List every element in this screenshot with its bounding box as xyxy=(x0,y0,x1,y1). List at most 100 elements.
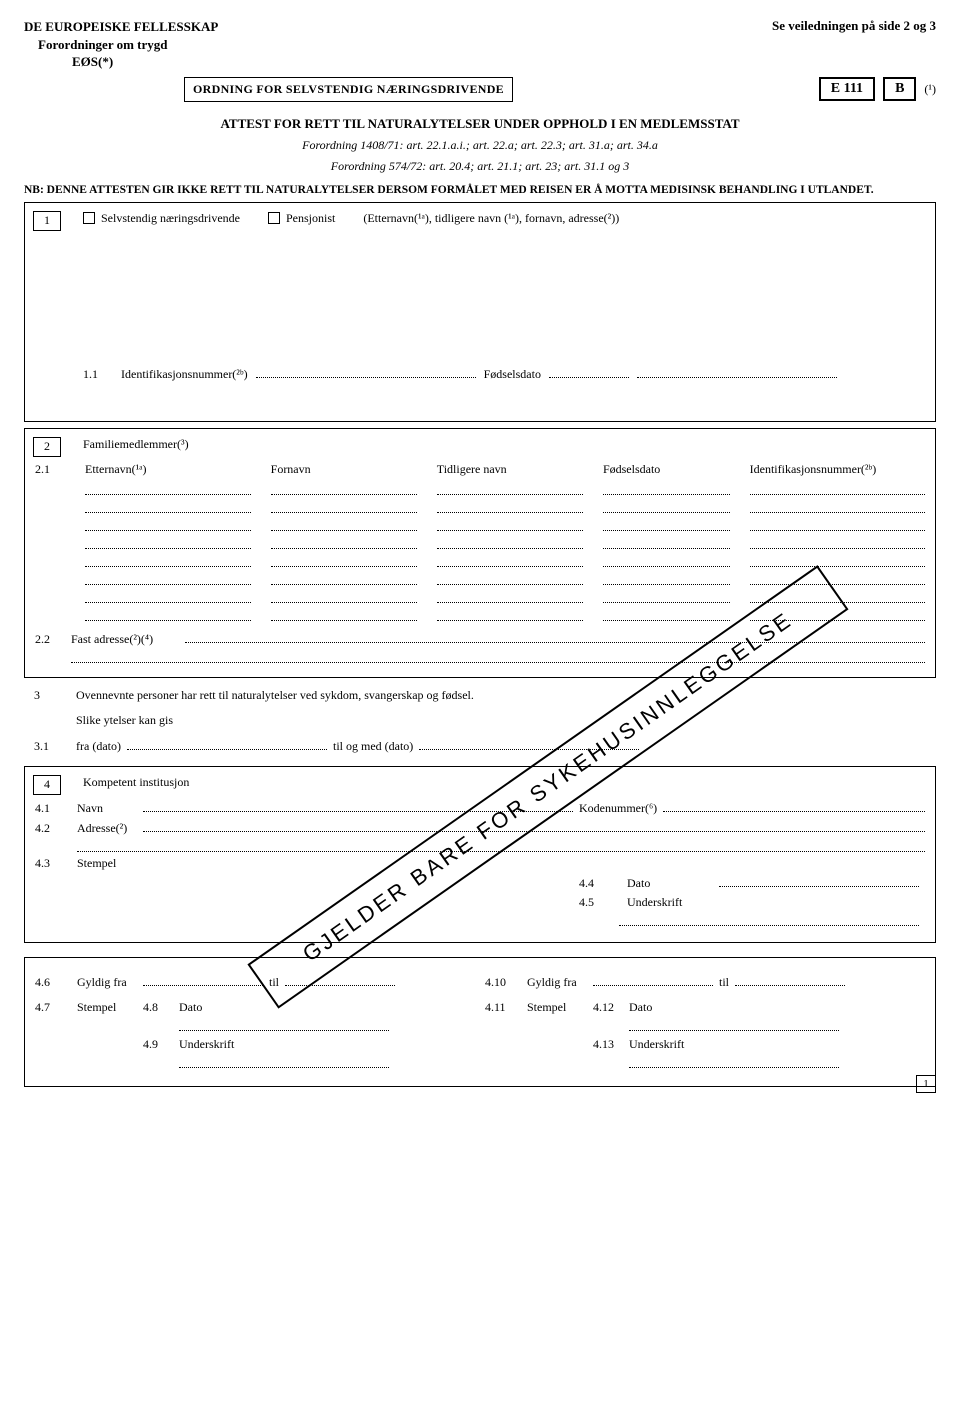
col-fornavn: Fornavn xyxy=(271,462,417,477)
gyldig-til-field-2[interactable] xyxy=(735,974,845,986)
org-line2: Forordninger om trygd xyxy=(38,36,218,54)
table-cell[interactable] xyxy=(85,502,251,513)
table-cell[interactable] xyxy=(603,592,730,603)
addr-field-2[interactable] xyxy=(71,651,925,663)
section-3-num: 3 xyxy=(34,688,70,703)
n411: 4.11 xyxy=(485,1000,521,1015)
code-boxes: E 111 B (¹) xyxy=(819,77,936,101)
table-cell[interactable] xyxy=(85,484,251,495)
kode-field[interactable] xyxy=(663,800,925,812)
table-cell[interactable] xyxy=(437,556,583,567)
n46: 4.6 xyxy=(35,975,71,990)
from-date-field[interactable] xyxy=(127,738,327,750)
attest-title: ATTEST FOR RETT TIL NATURALYTELSER UNDER… xyxy=(24,116,936,132)
table-cell[interactable] xyxy=(85,592,251,603)
n410: 4.10 xyxy=(485,975,521,990)
label-selvstendig: Selvstendig næringsdrivende xyxy=(101,211,240,226)
id-field[interactable] xyxy=(256,366,476,378)
dob-field-1[interactable] xyxy=(549,366,629,378)
section-3: 3 Ovennevnte personer har rett til natur… xyxy=(24,688,936,754)
dob-field-2[interactable] xyxy=(637,366,837,378)
kode-label: Kodenummer(⁶) xyxy=(579,801,657,816)
header: DE EUROPEISKE FELLESSKAP Forordninger om… xyxy=(24,18,936,71)
l42: Adresse(²) xyxy=(77,821,137,836)
org-line3: EØS(*) xyxy=(72,53,218,71)
n43: 4.3 xyxy=(35,856,71,871)
table-cell[interactable] xyxy=(437,610,583,621)
row-2-2-cont xyxy=(35,651,925,663)
n44: 4.4 xyxy=(579,876,615,891)
table-cell[interactable] xyxy=(271,592,417,603)
table-cell[interactable] xyxy=(271,502,417,513)
n412: 4.12 xyxy=(593,1000,623,1015)
underskrift-field-49[interactable] xyxy=(179,1056,389,1068)
n47: 4.7 xyxy=(35,1000,71,1015)
to-label: til og med (dato) xyxy=(333,739,413,754)
table-cell[interactable] xyxy=(603,538,730,549)
regulation-1: Forordning 1408/71: art. 22.1.a.i.; art.… xyxy=(24,138,936,153)
table-cell[interactable] xyxy=(603,574,730,585)
nb-warning: NB: DENNE ATTESTEN GIR IKKE RETT TIL NAT… xyxy=(24,184,936,196)
header-guidance: Se veiledningen på side 2 og 3 xyxy=(772,18,936,34)
table-cell[interactable] xyxy=(603,556,730,567)
header-left: DE EUROPEISKE FELLESSKAP Forordninger om… xyxy=(24,18,218,71)
page-number: 1 xyxy=(916,1075,936,1093)
gyldig-fra-field-1[interactable] xyxy=(143,974,263,986)
table-cell[interactable] xyxy=(437,502,583,513)
table-cell[interactable] xyxy=(271,574,417,585)
table-cell[interactable] xyxy=(271,484,417,495)
table-cell[interactable] xyxy=(271,520,417,531)
dato-field-48[interactable] xyxy=(179,1019,389,1031)
table-cell[interactable] xyxy=(750,556,925,567)
table-cell[interactable] xyxy=(603,484,730,495)
l43: Stempel xyxy=(77,856,116,871)
table-cell[interactable] xyxy=(85,556,251,567)
table-cell[interactable] xyxy=(750,538,925,549)
table-cell[interactable] xyxy=(437,574,583,585)
table-cell[interactable] xyxy=(85,538,251,549)
dato-field[interactable] xyxy=(719,875,919,887)
table-cell[interactable] xyxy=(437,484,583,495)
checkbox-selvstendig[interactable] xyxy=(83,212,95,224)
gyldig-fra-field-2[interactable] xyxy=(593,974,713,986)
underskrift-field[interactable] xyxy=(619,914,919,926)
n42: 4.2 xyxy=(35,821,71,836)
checkbox-pensjonist[interactable] xyxy=(268,212,280,224)
table-cell[interactable] xyxy=(750,502,925,513)
title-row: ORDNING FOR SELVSTENDIG NÆRINGSDRIVENDE … xyxy=(24,77,936,102)
table-cell[interactable] xyxy=(750,484,925,495)
section-1-num: 1 xyxy=(33,211,61,231)
table-cell[interactable] xyxy=(85,574,251,585)
table-cell[interactable] xyxy=(750,520,925,531)
table-cell[interactable] xyxy=(271,610,417,621)
table-cell[interactable] xyxy=(750,574,925,585)
id-num: 1.1 xyxy=(83,367,113,382)
table-cell[interactable] xyxy=(603,502,730,513)
section-1-options: Selvstendig næringsdrivende Pensjonist (… xyxy=(83,211,925,226)
underskrift-field-413[interactable] xyxy=(629,1056,839,1068)
l410: Gyldig fra xyxy=(527,975,587,990)
l49: Underskrift xyxy=(179,1037,234,1052)
row-2-1-num: 2.1 xyxy=(35,462,65,477)
regulation-2: Forordning 574/72: art. 20.4; art. 21.1;… xyxy=(24,159,936,174)
l41: Navn xyxy=(77,801,137,816)
table-cell[interactable] xyxy=(437,520,583,531)
col-tidligere: Tidligere navn xyxy=(437,462,583,477)
section-2-title: Familiemedlemmer(³) xyxy=(35,437,925,452)
table-cell[interactable] xyxy=(85,520,251,531)
table-cell[interactable] xyxy=(603,520,730,531)
table-cell[interactable] xyxy=(437,538,583,549)
table-cell[interactable] xyxy=(603,610,730,621)
table-cell[interactable] xyxy=(271,556,417,567)
table-cell[interactable] xyxy=(85,610,251,621)
num-3-1: 3.1 xyxy=(34,739,70,754)
table-cell[interactable] xyxy=(271,538,417,549)
section-3-text2: Slike ytelser kan gis xyxy=(76,713,173,728)
n413: 4.13 xyxy=(593,1037,623,1052)
from-label: fra (dato) xyxy=(76,739,121,754)
n48: 4.8 xyxy=(143,1000,173,1015)
section-2-num: 2 xyxy=(33,437,61,457)
section-1-id-row: 1.1 Identifikasjonsnummer(²ᵇ) Fødselsdat… xyxy=(83,366,925,382)
dato-field-412[interactable] xyxy=(629,1019,839,1031)
table-cell[interactable] xyxy=(437,592,583,603)
